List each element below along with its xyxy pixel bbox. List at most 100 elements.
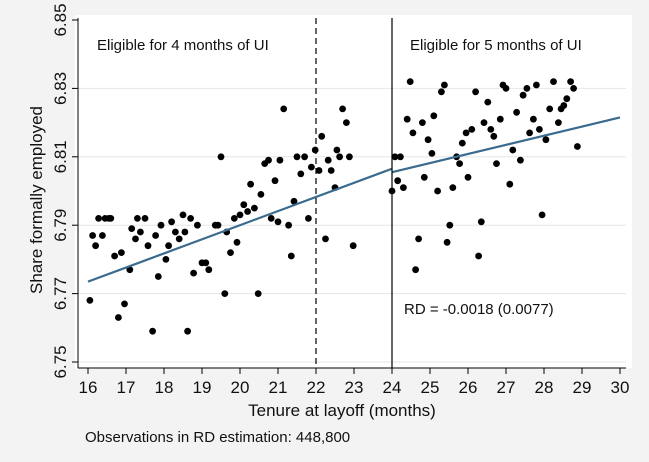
data-point xyxy=(391,153,399,161)
x-tick-label: 28 xyxy=(535,378,554,397)
data-point xyxy=(430,112,438,120)
data-point xyxy=(257,191,265,198)
data-point xyxy=(458,139,466,147)
data-point xyxy=(412,266,419,274)
data-point xyxy=(533,81,540,89)
data-point xyxy=(555,119,562,126)
data-point xyxy=(265,156,272,164)
data-point xyxy=(157,221,165,229)
data-point xyxy=(315,167,323,174)
data-point xyxy=(230,215,238,222)
data-point xyxy=(276,156,284,164)
x-tick-label: 25 xyxy=(421,378,440,397)
observations-note: Observations in RD estimation: 448,800 xyxy=(85,429,350,446)
data-point xyxy=(179,211,187,219)
x-tick-label: 23 xyxy=(345,378,364,397)
data-point xyxy=(290,197,298,205)
data-point xyxy=(487,125,495,133)
data-point xyxy=(415,235,422,243)
data-point xyxy=(538,211,546,219)
data-point xyxy=(343,119,350,126)
x-tick-label: 30 xyxy=(611,378,630,397)
data-point xyxy=(394,177,402,185)
data-point xyxy=(149,327,157,335)
data-point xyxy=(449,184,457,192)
data-point xyxy=(221,290,229,297)
data-point xyxy=(318,132,326,140)
data-point xyxy=(251,204,258,212)
data-point xyxy=(406,78,414,85)
x-tick-label: 18 xyxy=(155,378,174,397)
x-ticks: 16 17 18 19 20 21 22 23 24 25 26 27 28 29 30 xyxy=(79,368,630,397)
data-point xyxy=(468,125,476,133)
data-point xyxy=(187,215,195,222)
data-point xyxy=(190,269,198,277)
data-point xyxy=(111,252,118,260)
data-point xyxy=(441,81,448,89)
data-point xyxy=(346,153,353,161)
data-point xyxy=(280,105,288,113)
data-point xyxy=(496,115,504,123)
data-point xyxy=(202,259,210,267)
data-point xyxy=(165,242,173,250)
data-point xyxy=(493,160,500,168)
data-point xyxy=(563,95,571,103)
cutoff-lines xyxy=(315,18,393,368)
data-point xyxy=(297,170,305,178)
x-tick-label: 29 xyxy=(573,378,592,397)
data-point xyxy=(162,256,170,263)
data-point xyxy=(536,125,543,133)
data-point xyxy=(89,232,96,239)
x-tick-label: 22 xyxy=(307,378,326,397)
data-point xyxy=(327,167,335,174)
x-tick-label: 19 xyxy=(193,378,212,397)
data-point xyxy=(550,78,557,85)
data-point xyxy=(574,143,581,150)
data-point xyxy=(301,153,308,161)
x-tick-label: 16 xyxy=(79,378,98,397)
data-point xyxy=(152,232,160,239)
y-tick-label: 6.85 xyxy=(51,3,70,36)
fit-line xyxy=(87,167,393,283)
data-point xyxy=(311,146,319,154)
x-axis-title: Tenure at layoff (months) xyxy=(248,401,436,420)
fit-lines xyxy=(87,116,621,283)
data-point xyxy=(168,218,176,226)
data-point xyxy=(472,88,479,96)
data-point xyxy=(240,201,248,209)
data-point xyxy=(99,232,106,239)
axes xyxy=(77,18,626,369)
data-point xyxy=(477,218,485,226)
data-point xyxy=(456,160,463,168)
y-tick-label: 6.75 xyxy=(51,345,70,378)
data-point xyxy=(305,215,312,222)
data-point xyxy=(194,221,201,229)
plot-background xyxy=(75,15,632,368)
y-tick-label: 6.81 xyxy=(51,140,70,173)
y-axis-title: Share formally employed xyxy=(27,106,46,294)
y-tick-label: 6.83 xyxy=(51,72,70,105)
data-point xyxy=(121,300,128,308)
data-point xyxy=(322,235,329,243)
right-region-label: Eligible for 5 months of UI xyxy=(410,37,582,54)
data-point xyxy=(530,115,537,123)
data-point xyxy=(513,108,520,116)
data-point xyxy=(267,215,275,222)
data-point xyxy=(95,215,102,222)
data-point xyxy=(86,297,94,304)
data-point xyxy=(506,180,514,188)
fit-line xyxy=(391,116,621,174)
x-tick-label: 21 xyxy=(269,378,288,397)
x-tick-label: 26 xyxy=(459,378,478,397)
data-point xyxy=(419,119,426,126)
data-point xyxy=(214,221,222,229)
data-point xyxy=(490,132,498,140)
x-tick-label: 27 xyxy=(497,378,516,397)
y-ticks: 6.75 6.77 6.79 6.81 6.83 6.85 xyxy=(51,3,78,379)
data-point xyxy=(339,105,346,113)
left-region-label: Eligible for 4 months of UI xyxy=(97,37,269,54)
y-tick-label: 6.77 xyxy=(51,277,70,310)
data-point xyxy=(542,136,550,144)
data-point xyxy=(484,98,492,106)
